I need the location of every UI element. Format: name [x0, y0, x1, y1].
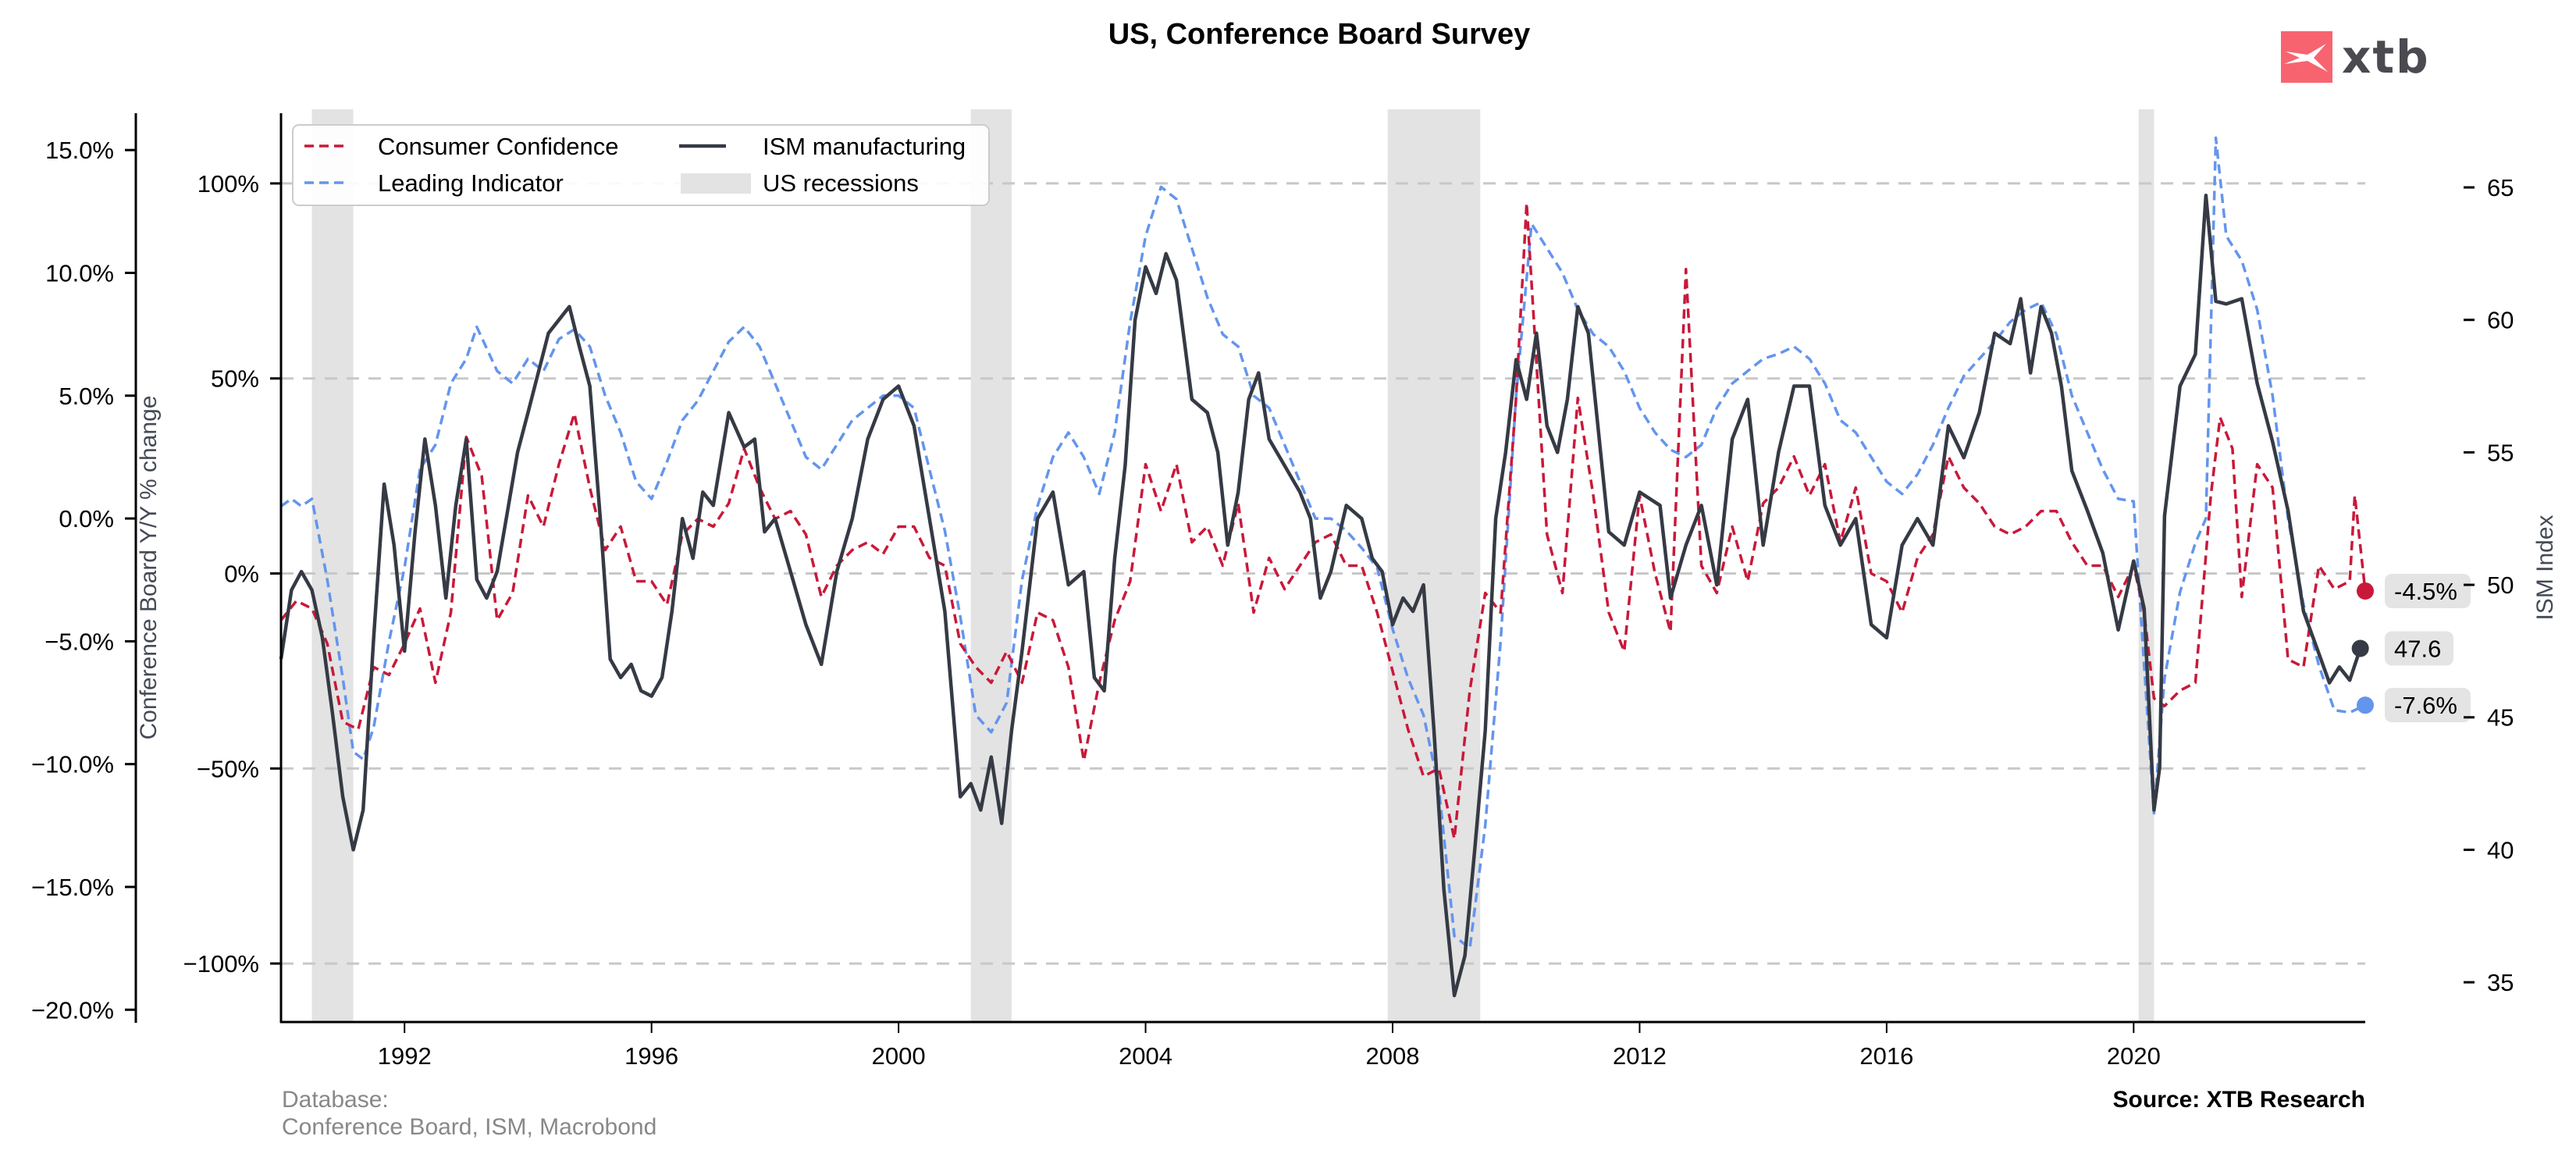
- tick-label: 35: [2487, 969, 2514, 996]
- tick-label: 45: [2487, 704, 2514, 732]
- series-line-consumer-confidence: [279, 201, 2367, 840]
- xtb-logo-icon: [2281, 31, 2332, 83]
- recession-band: [311, 109, 354, 1022]
- tick-label: −100%: [183, 950, 259, 978]
- right-axis-ticks: 65 60 55 50 45 40 35: [2464, 174, 2514, 996]
- tick-label: 5.0%: [59, 383, 114, 410]
- tick-label: 10.0%: [45, 259, 114, 287]
- recession-band: [1387, 109, 1481, 1022]
- xtb-logo: xtb: [2281, 31, 2430, 83]
- end-point-markers: -4.5% 47.6 -7.6%: [2351, 573, 2471, 723]
- tick-label: 60: [2487, 307, 2514, 334]
- tick-label: 55: [2487, 439, 2514, 466]
- x-tick-label: 2000: [872, 1042, 926, 1070]
- tick-label: −20.0%: [31, 996, 114, 1024]
- end-marker-consumer-confidence: [2357, 582, 2374, 600]
- series-line-leading-indicator: [279, 136, 2366, 950]
- left-axis-label: Conference Board Y/Y % change: [136, 396, 162, 740]
- legend-label-consumer-confidence: Consumer Confidence: [378, 133, 618, 160]
- tick-label: −10.0%: [31, 751, 114, 778]
- legend: Consumer Confidence ISM manufacturing Le…: [292, 124, 990, 206]
- tick-label: 50%: [211, 365, 259, 393]
- value-badge-consumer-confidence: [2385, 573, 2471, 608]
- value-badge-label-leading-indicator: -7.6%: [2394, 692, 2457, 719]
- tick-label: 0%: [224, 560, 259, 587]
- axes: [134, 113, 2365, 1024]
- legend-label-ism: ISM manufacturing: [763, 133, 966, 160]
- x-tick-label: 2008: [1366, 1042, 1420, 1070]
- right-axis-label: ISM Index: [2532, 515, 2558, 620]
- end-marker-ism-manufacturing: [2351, 639, 2369, 657]
- x-tick-label: 1996: [624, 1042, 678, 1070]
- tick-label: 65: [2487, 174, 2514, 201]
- x-tick-label: 2012: [1613, 1042, 1667, 1070]
- database-sources: Conference Board, ISM, Macrobond: [282, 1114, 656, 1140]
- series-lines: [279, 136, 2367, 998]
- tick-label: −50%: [197, 755, 259, 782]
- legend-label-leading-indicator: Leading Indicator: [378, 169, 564, 197]
- value-badge-leading-indicator: [2385, 688, 2471, 723]
- legend-swatch-recessions: [681, 173, 751, 194]
- x-tick-label: 2020: [2107, 1042, 2161, 1070]
- tick-label: 40: [2487, 836, 2514, 864]
- value-badge-label-consumer-confidence: -4.5%: [2394, 578, 2457, 605]
- recession-bands: [311, 109, 2154, 1022]
- tick-label: −15.0%: [31, 874, 114, 901]
- source-credit: Source: XTB Research: [2113, 1087, 2365, 1113]
- chart-title: US, Conference Board Survey: [1108, 18, 1531, 51]
- legend-label-recessions: US recessions: [763, 169, 919, 197]
- recession-band: [2138, 109, 2154, 1022]
- series-line-ism-manufacturing: [279, 193, 2362, 998]
- gridlines: [281, 182, 2365, 965]
- x-tick-label: 2016: [1859, 1042, 1913, 1070]
- tick-label: 15.0%: [45, 137, 114, 164]
- end-marker-leading-indicator: [2357, 696, 2374, 714]
- tick-label: −5.0%: [44, 628, 114, 655]
- database-label: Database:: [282, 1087, 389, 1113]
- left-axis-ticks: 15.0% 10.0% 5.0% 0.0% −5.0% −10.0% −15.0% −20.0…: [31, 137, 136, 1024]
- legend-frame: [292, 124, 990, 206]
- tick-label: 0.0%: [59, 505, 114, 532]
- mid-axis-ticks: 100% 50% 0% −50% −100%: [183, 170, 281, 978]
- value-badge-ism-manufacturing: [2385, 631, 2453, 666]
- tick-label: 100%: [197, 170, 259, 198]
- x-tick-label: 2004: [1119, 1042, 1172, 1070]
- x-axis-ticks: 1992 1996 2000 2004 2008 2012 2016 2020: [378, 1022, 2161, 1070]
- x-tick-label: 1992: [378, 1042, 432, 1070]
- recession-band: [970, 109, 1012, 1022]
- xtb-logo-text: xtb: [2342, 30, 2430, 84]
- value-badge-label-ism-manufacturing: 47.6: [2394, 636, 2441, 663]
- tick-label: 50: [2487, 572, 2514, 599]
